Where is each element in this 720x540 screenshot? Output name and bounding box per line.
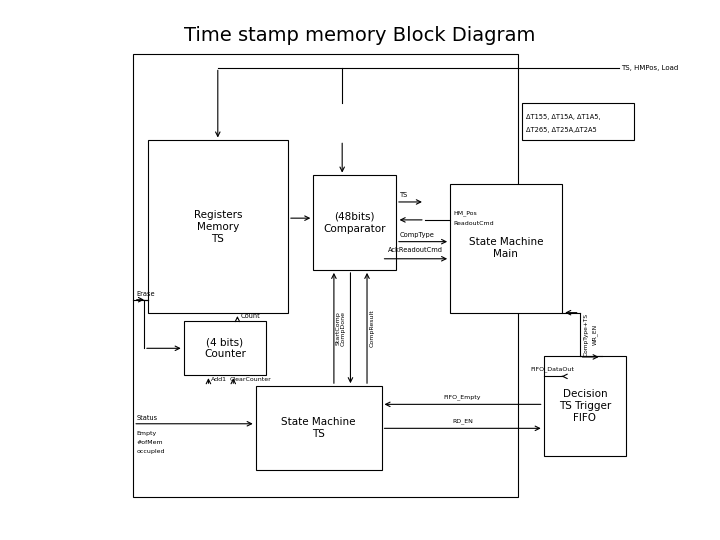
- Text: Registers: Registers: [194, 210, 242, 220]
- Text: WR_EN: WR_EN: [593, 324, 598, 346]
- Text: occupled: occupled: [137, 449, 166, 454]
- Text: ClearCounter: ClearCounter: [230, 377, 271, 382]
- Text: RD_EN: RD_EN: [452, 418, 473, 424]
- Text: TS, HMPos, Load: TS, HMPos, Load: [621, 64, 678, 71]
- Bar: [522, 103, 634, 140]
- Text: TS Trigger: TS Trigger: [559, 401, 611, 411]
- Text: HM_Pos: HM_Pos: [453, 210, 477, 215]
- Text: (48bits): (48bits): [334, 212, 375, 222]
- Bar: [184, 321, 266, 375]
- Text: ΔT265, ΔT25A,ΔT2A5: ΔT265, ΔT25A,ΔT2A5: [526, 127, 596, 133]
- Bar: [313, 176, 396, 270]
- Text: CompDone: CompDone: [341, 310, 346, 346]
- Text: StartComp: StartComp: [336, 311, 341, 345]
- Text: Counter: Counter: [204, 349, 246, 359]
- Text: AckReadoutCmd: AckReadoutCmd: [388, 247, 444, 253]
- Text: Time stamp memory Block Diagram: Time stamp memory Block Diagram: [184, 25, 536, 45]
- Text: TS: TS: [212, 234, 224, 244]
- Bar: [256, 386, 382, 470]
- Text: #ofMem: #ofMem: [137, 440, 163, 445]
- Text: ΔT155, ΔT15A, ΔT1A5,: ΔT155, ΔT15A, ΔT1A5,: [526, 114, 600, 120]
- Bar: [450, 184, 562, 313]
- Text: TS: TS: [312, 429, 325, 439]
- Text: CompType: CompType: [400, 232, 434, 238]
- Text: CompType+TS: CompType+TS: [583, 313, 588, 356]
- Text: (4 bits): (4 bits): [207, 338, 243, 347]
- Text: Decision: Decision: [563, 389, 607, 400]
- Text: Empty: Empty: [137, 431, 157, 436]
- Text: State Machine: State Machine: [469, 238, 543, 247]
- Text: Status: Status: [137, 415, 158, 421]
- Text: Memory: Memory: [197, 222, 239, 232]
- Text: FIFO: FIFO: [574, 413, 596, 423]
- Text: Comparator: Comparator: [323, 224, 386, 234]
- Text: Main: Main: [493, 249, 518, 259]
- Text: ReadoutCmd: ReadoutCmd: [453, 221, 493, 226]
- Text: FIFO_Empty: FIFO_Empty: [444, 394, 482, 400]
- Text: Count: Count: [241, 313, 261, 319]
- Text: Erase: Erase: [137, 291, 156, 298]
- Text: CompResult: CompResult: [369, 309, 374, 347]
- Bar: [133, 54, 518, 497]
- Bar: [148, 140, 288, 313]
- Text: Add1: Add1: [210, 377, 227, 382]
- Text: State Machine: State Machine: [282, 417, 356, 427]
- Bar: [544, 356, 626, 456]
- Text: FIFO_DataOut: FIFO_DataOut: [531, 366, 575, 372]
- Text: TS: TS: [400, 192, 408, 199]
